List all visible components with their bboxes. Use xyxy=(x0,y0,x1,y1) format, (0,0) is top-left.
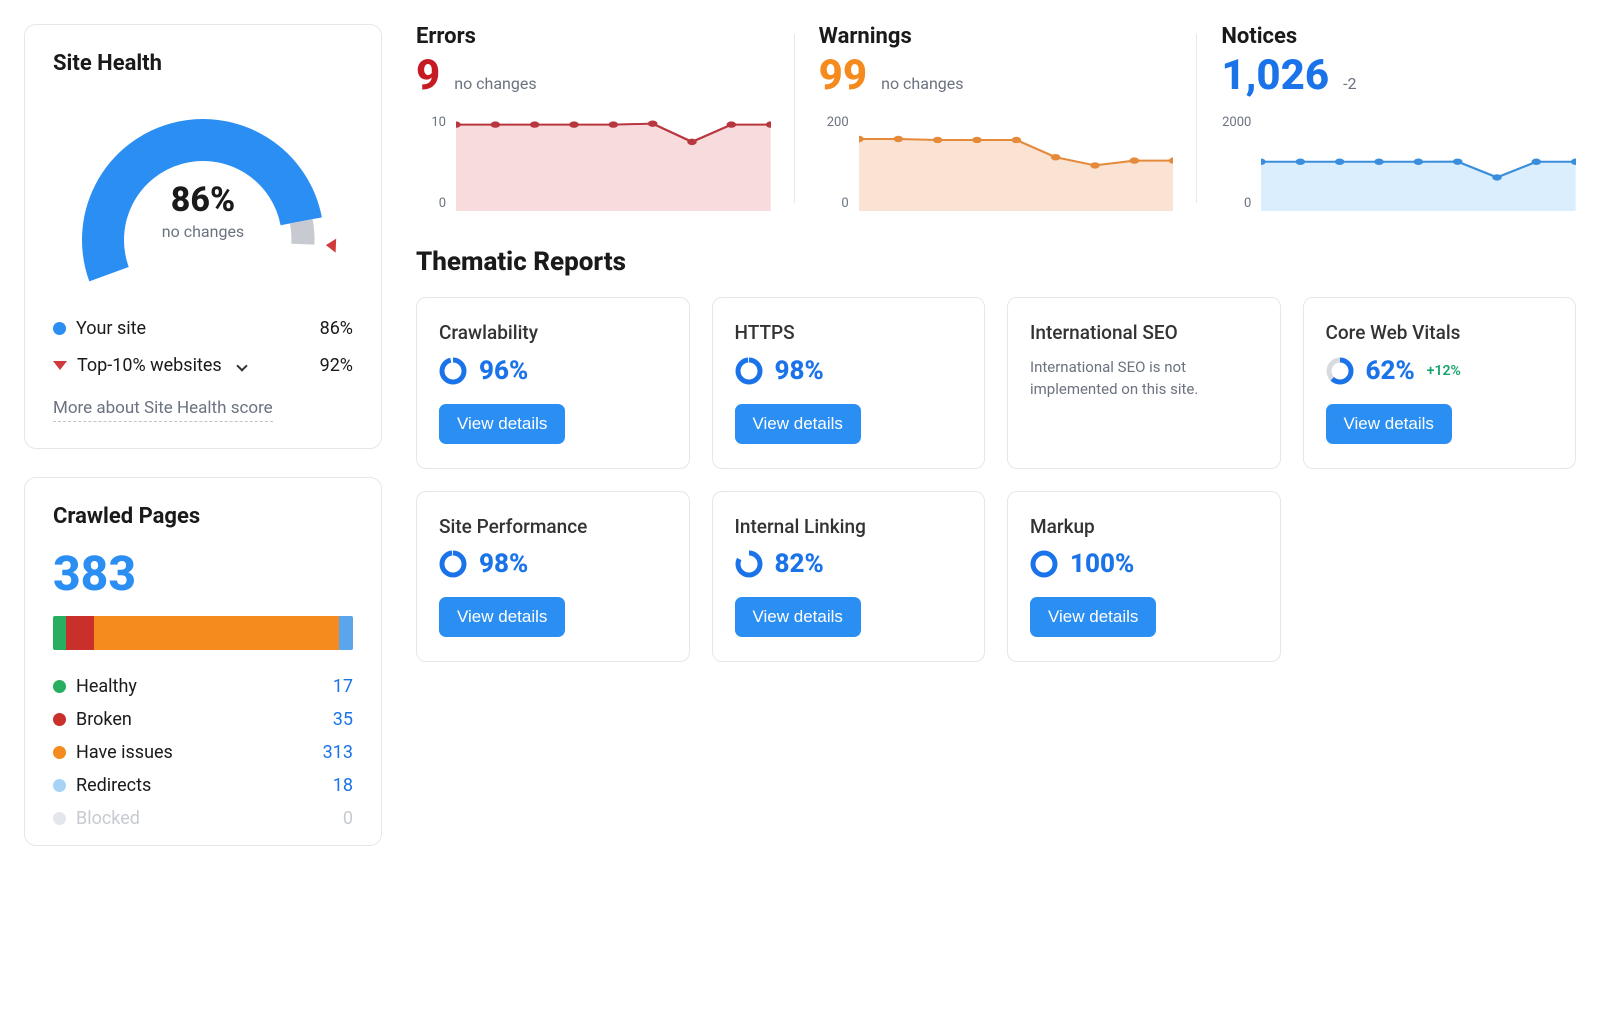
view-details-button[interactable]: View details xyxy=(1030,597,1156,637)
report-percent: 98% xyxy=(775,356,824,386)
stats-row: Errors 9 no changes 100 Warnings 99 no changes… xyxy=(416,24,1576,211)
stat-chart xyxy=(456,115,771,211)
progress-ring-icon xyxy=(439,357,467,385)
stat-sublabel: no changes xyxy=(454,74,536,93)
stat-value: 9 xyxy=(416,55,440,97)
view-details-button[interactable]: View details xyxy=(439,597,565,637)
site-health-more-link[interactable]: More about Site Health score xyxy=(53,398,273,422)
view-details-button[interactable]: View details xyxy=(1326,404,1452,444)
report-note: International SEO is not implemented on … xyxy=(1030,356,1258,401)
crawled-bar-segment xyxy=(94,616,339,650)
stat-chart xyxy=(1261,115,1576,211)
crawled-row-value: 0 xyxy=(343,808,353,829)
report-card: Markup 100% View details xyxy=(1007,491,1281,663)
view-details-button[interactable]: View details xyxy=(735,597,861,637)
crawled-row-value: 35 xyxy=(333,709,353,730)
report-percent: 96% xyxy=(479,356,528,386)
legend-dot-icon xyxy=(53,746,66,759)
crawled-row-label: Have issues xyxy=(76,742,173,763)
legend-dot-icon xyxy=(53,812,66,825)
stat-chart xyxy=(859,115,1174,211)
site-health-percent: 86% xyxy=(58,180,348,220)
report-title: International SEO xyxy=(1030,320,1258,346)
site-health-gauge: 86% no changes xyxy=(58,92,348,292)
report-percent: 100% xyxy=(1070,549,1134,579)
crawled-bar-segment xyxy=(339,616,353,650)
thematic-reports-grid: Crawlability 96% View details HTTPS 98% View … xyxy=(416,297,1576,662)
site-health-title: Site Health xyxy=(53,51,353,76)
legend-dot-icon xyxy=(53,322,66,335)
legend-value: 86% xyxy=(320,318,353,339)
stat-warnings[interactable]: Warnings 99 no changes 2000 xyxy=(819,24,1174,211)
legend-label: Top-10% websites xyxy=(77,355,222,376)
report-title: Core Web Vitals xyxy=(1326,320,1554,346)
stat-yaxis: 100 xyxy=(416,115,446,211)
report-card: International SEO International SEO is no… xyxy=(1007,297,1281,469)
crawled-pages-row[interactable]: Broken 35 xyxy=(53,703,353,736)
thematic-title: Thematic Reports xyxy=(416,247,1576,277)
stat-title: Notices xyxy=(1221,24,1576,49)
report-percent: 62% xyxy=(1366,356,1415,386)
report-percent: 82% xyxy=(775,549,824,579)
crawled-pages-row[interactable]: Blocked 0 xyxy=(53,802,353,835)
report-card: Core Web Vitals 62% +12% View details xyxy=(1303,297,1577,469)
stat-sublabel: -2 xyxy=(1343,74,1356,93)
view-details-button[interactable]: View details xyxy=(439,404,565,444)
crawled-pages-row[interactable]: Redirects 18 xyxy=(53,769,353,802)
legend-dot-icon xyxy=(53,779,66,792)
report-card: Site Performance 98% View details xyxy=(416,491,690,663)
stat-value: 99 xyxy=(819,55,867,97)
crawled-row-label: Redirects xyxy=(76,775,151,796)
crawled-row-label: Broken xyxy=(76,709,132,730)
site-health-sublabel: no changes xyxy=(58,222,348,241)
crawled-pages-bar xyxy=(53,616,353,650)
crawled-row-value: 17 xyxy=(333,676,353,697)
report-percent: 98% xyxy=(479,549,528,579)
legend-value: 92% xyxy=(320,355,353,376)
crawled-pages-card: Crawled Pages 383 Healthy 17 Broken 35 Have … xyxy=(24,477,382,846)
report-card: Crawlability 96% View details xyxy=(416,297,690,469)
report-title: Internal Linking xyxy=(735,514,963,540)
stat-yaxis: 20000 xyxy=(1221,115,1251,211)
progress-ring-icon xyxy=(735,357,763,385)
site-health-legend-row[interactable]: Top-10% websites 92% xyxy=(53,347,353,384)
crawled-row-value: 18 xyxy=(333,775,353,796)
report-card: HTTPS 98% View details xyxy=(712,297,986,469)
crawled-pages-title: Crawled Pages xyxy=(53,504,353,529)
stat-notices[interactable]: Notices 1,026 -2 20000 xyxy=(1221,24,1576,211)
report-title: HTTPS xyxy=(735,320,963,346)
crawled-row-label: Healthy xyxy=(76,676,137,697)
legend-label: Your site xyxy=(76,318,146,339)
site-health-legend-row: Your site 86% xyxy=(53,310,353,347)
site-health-card: Site Health 86% no changes Your site 86% T… xyxy=(24,24,382,449)
chevron-down-icon xyxy=(236,360,247,371)
progress-ring-icon xyxy=(439,550,467,578)
crawled-pages-row[interactable]: Healthy 17 xyxy=(53,670,353,703)
report-title: Markup xyxy=(1030,514,1258,540)
view-details-button[interactable]: View details xyxy=(735,404,861,444)
crawled-pages-row[interactable]: Have issues 313 xyxy=(53,736,353,769)
legend-dot-icon xyxy=(53,713,66,726)
stat-title: Errors xyxy=(416,24,771,49)
stat-yaxis: 2000 xyxy=(819,115,849,211)
report-title: Site Performance xyxy=(439,514,667,540)
stat-errors[interactable]: Errors 9 no changes 100 xyxy=(416,24,771,211)
crawled-bar-segment xyxy=(53,616,66,650)
legend-dot-icon xyxy=(53,680,66,693)
crawled-pages-total: 383 xyxy=(53,545,353,602)
triangle-down-icon xyxy=(53,361,67,370)
crawled-bar-segment xyxy=(66,616,93,650)
stat-sublabel: no changes xyxy=(881,74,963,93)
progress-ring-icon xyxy=(1030,550,1058,578)
progress-ring-icon xyxy=(1326,357,1354,385)
report-card: Internal Linking 82% View details xyxy=(712,491,986,663)
stat-value: 1,026 xyxy=(1221,55,1329,97)
stat-title: Warnings xyxy=(819,24,1174,49)
progress-ring-icon xyxy=(735,550,763,578)
crawled-row-label: Blocked xyxy=(76,808,140,829)
report-title: Crawlability xyxy=(439,320,667,346)
report-delta: +12% xyxy=(1427,363,1461,379)
crawled-row-value: 313 xyxy=(323,742,353,763)
